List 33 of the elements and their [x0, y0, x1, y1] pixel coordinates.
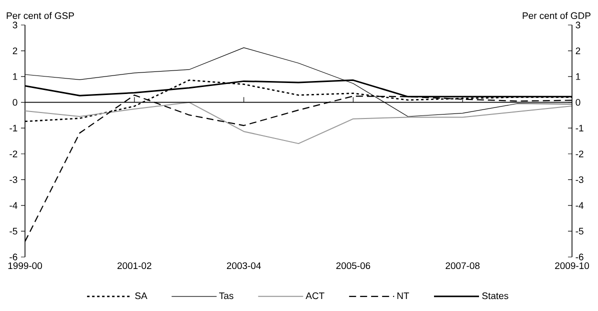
y2-tick-label: 3 — [576, 22, 580, 28]
y-tick-label: 2 — [12, 47, 18, 54]
y-tick-label: 1 — [13, 73, 18, 80]
y2-tick-label: 1 — [576, 73, 580, 80]
y2-tick-label: -6 — [576, 254, 584, 260]
y-axis-title: Per cent of GSP — [6, 12, 74, 19]
legend-label: NT — [397, 292, 410, 299]
x-tick-label: 2007-08 — [446, 262, 480, 270]
y-tick-label: -1 — [10, 124, 18, 132]
y-tick-label: -5 — [10, 228, 18, 235]
y-tick-label: -4 — [10, 202, 18, 209]
y-tick-label: 3 — [12, 22, 18, 28]
x-tick-label: 2005-06 — [336, 262, 370, 270]
y-tick-label: -2 — [10, 150, 18, 158]
legend-label: Tas — [219, 292, 234, 300]
legend-label: SA — [135, 292, 148, 300]
y2-tick-label: 2 — [576, 47, 580, 54]
x-tick-label: 2009-10 — [555, 262, 589, 270]
x-tick-label: 2001-02 — [118, 262, 152, 270]
y2-tick-label: 0 — [576, 98, 580, 106]
y2-tick-label: -4 — [576, 202, 584, 209]
x-tick-label: 2003-04 — [226, 262, 261, 270]
y2-tick-label: -2 — [576, 150, 584, 158]
y2-tick-label: -1 — [576, 124, 584, 132]
y-tick-label: 0 — [12, 98, 18, 106]
legend-label: ACT — [306, 292, 324, 300]
y2-axis-title: Per cent of GDP — [522, 12, 590, 19]
y2-tick-label: -3 — [576, 176, 584, 184]
y2-tick-label: -5 — [576, 228, 584, 235]
legend-label: States — [482, 292, 508, 300]
y-tick-label: -6 — [10, 254, 18, 260]
x-tick-label: 1999-00 — [8, 262, 42, 270]
y-tick-label: -3 — [10, 176, 18, 184]
